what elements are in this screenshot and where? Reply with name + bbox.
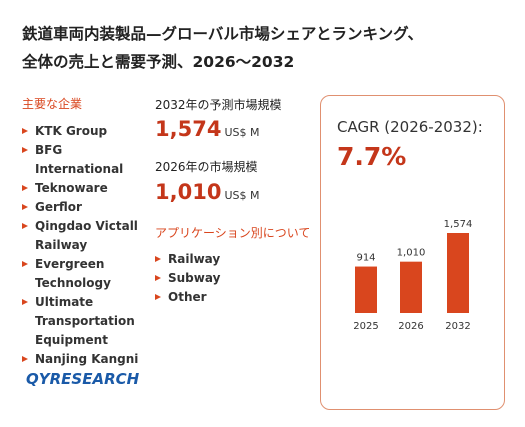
applications-heading: アプリケーション別について <box>155 226 311 240</box>
cagr-label: CAGR (2026-2032): <box>337 118 483 136</box>
unit: US$ M <box>224 126 260 139</box>
forecast: 1,574 US$ M <box>155 117 259 141</box>
list-item: Other <box>155 288 220 307</box>
list-item: Subway <box>155 269 220 288</box>
companies-heading: 主要な企業 <box>22 97 83 111</box>
current-value: 1,010 <box>155 180 222 204</box>
value-label: 1,010 <box>397 248 426 259</box>
bar <box>447 233 469 313</box>
forecast-value: 1,574 <box>155 117 222 141</box>
application-list: Railway Subway Other <box>155 250 220 307</box>
list-item: Railway <box>155 250 220 269</box>
list-item: Qingdao Victall Railway <box>22 217 142 255</box>
current-label: 2026年の市場規模 <box>155 160 258 174</box>
value-label: 1,574 <box>444 219 473 230</box>
title: 鉄道車両内装製品—グローバル市場シェアとランキング、 <box>22 25 423 43</box>
list-item: Evergreen Technology <box>22 255 142 293</box>
list-item: KTK Group <box>22 122 142 141</box>
x-tick-label: 2032 <box>445 321 470 332</box>
x-tick-label: 2026 <box>398 321 423 332</box>
company-list: KTK Group BFG International Teknoware Gerfl… <box>22 122 142 369</box>
title: 全体の売上と需要予測、2026～2032 <box>22 53 295 71</box>
current: 1,010 US$ M <box>155 180 259 204</box>
list-item: Ultimate Transportation Equipment <box>22 293 142 350</box>
bar <box>400 261 422 313</box>
value-label: 914 <box>356 253 375 264</box>
unit: US$ M <box>224 189 260 202</box>
list-item: Nanjing Kangni <box>22 350 142 369</box>
x-tick-label: 2025 <box>353 321 378 332</box>
list-item: Gerflor <box>22 198 142 217</box>
cagr-box: CAGR (2026-2032): 7.7% 914 2025 1,010 2026 1… <box>320 95 505 410</box>
bar <box>355 266 377 313</box>
forecast-label: 2032年の予測市場規模 <box>155 98 282 112</box>
cagr-value: 7.7% <box>337 142 407 171</box>
list-item: BFG International <box>22 141 142 179</box>
list-item: Teknoware <box>22 179 142 198</box>
logo: QYRESEARCH <box>26 370 140 388</box>
chart: 914 2025 1,010 2026 1,574 2032 <box>353 219 473 332</box>
